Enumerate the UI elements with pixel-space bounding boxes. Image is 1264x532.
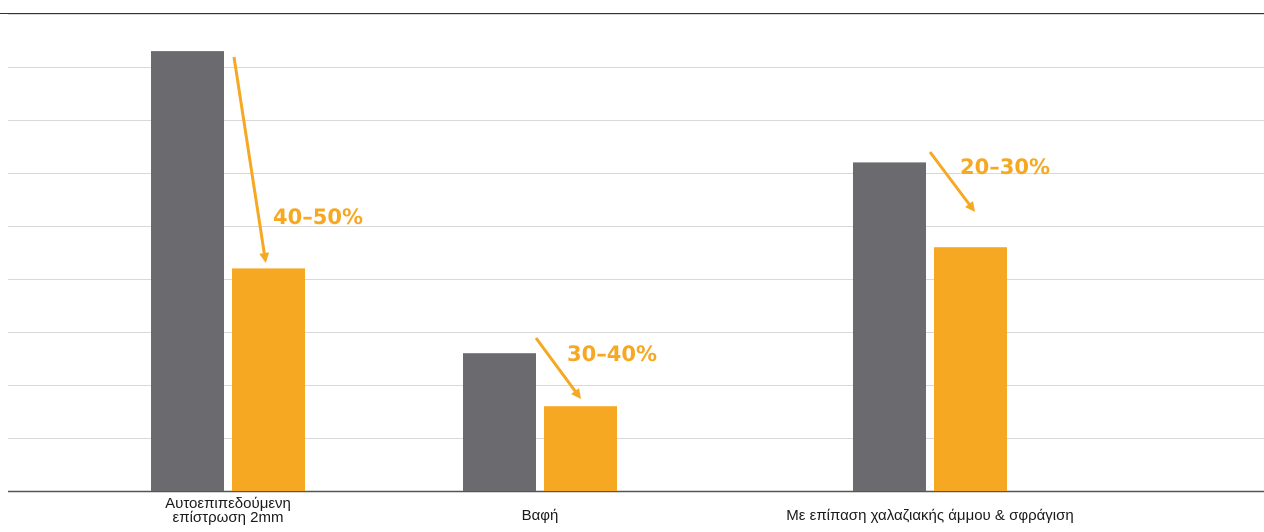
change-percent-label: 40–50% xyxy=(273,205,363,229)
category-label: Βαφή xyxy=(320,509,760,523)
bars xyxy=(151,51,1007,491)
bar-after xyxy=(544,406,617,491)
change-arrow xyxy=(234,57,265,258)
category-label: Με επίπαση χαλαζιακής άμμου & σφράγιση xyxy=(710,509,1150,523)
bar-before xyxy=(151,51,224,491)
change-percent-label: 20–30% xyxy=(960,155,1050,179)
bar-before xyxy=(853,162,926,491)
change-annotations: 40–50% 30–40% 20–30% xyxy=(273,155,1050,366)
bar-after xyxy=(934,247,1007,491)
change-percent-label: 30–40% xyxy=(567,342,657,366)
bar-after xyxy=(232,268,305,491)
bar-before xyxy=(463,353,536,491)
